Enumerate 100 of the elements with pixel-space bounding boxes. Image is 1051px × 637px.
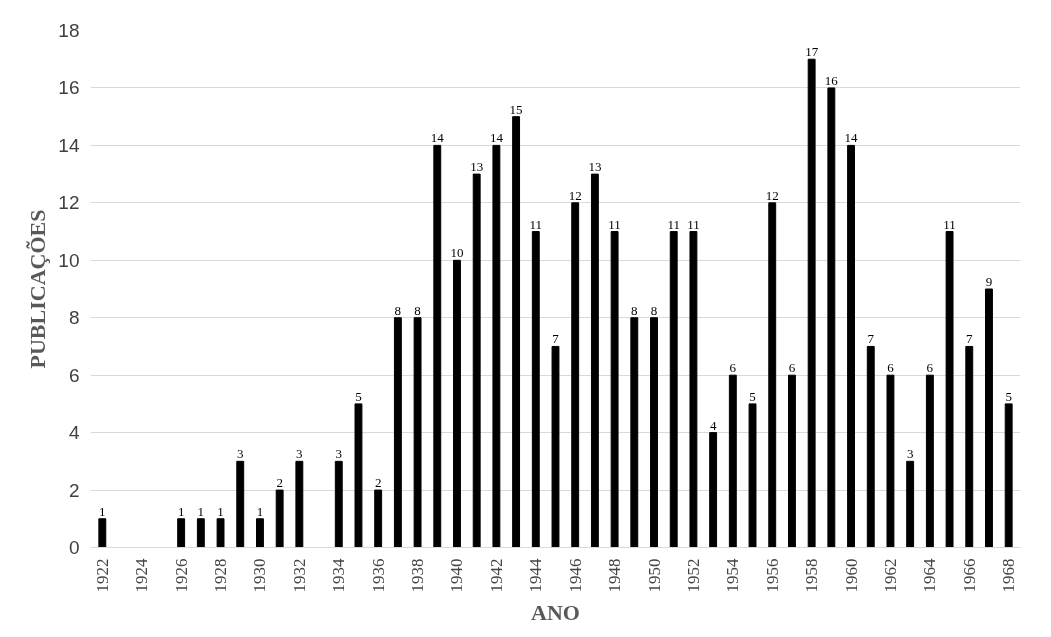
x-tick-label: 1952 bbox=[683, 558, 703, 593]
y-tick-label: 4 bbox=[68, 422, 80, 444]
y-tick-label: 16 bbox=[58, 77, 80, 99]
data-label: 3 bbox=[335, 446, 343, 462]
bar bbox=[925, 374, 934, 548]
bar bbox=[295, 460, 304, 548]
y-tick-label: 12 bbox=[58, 192, 80, 214]
x-tick-label: 1924 bbox=[132, 558, 152, 593]
data-label: 8 bbox=[414, 302, 421, 318]
bar bbox=[748, 403, 757, 548]
data-label: 12 bbox=[765, 187, 779, 203]
x-axis-title: ANO bbox=[531, 600, 580, 626]
bar bbox=[472, 173, 481, 548]
x-tick-label: 1926 bbox=[171, 558, 191, 593]
data-label: 3 bbox=[296, 446, 303, 462]
x-tick-label: 1922 bbox=[92, 558, 112, 593]
data-label: 1 bbox=[256, 503, 264, 519]
y-tick-label: 18 bbox=[58, 20, 80, 41]
data-label: 5 bbox=[1005, 388, 1012, 404]
data-label: 8 bbox=[631, 302, 638, 318]
x-tick-label: 1934 bbox=[329, 558, 349, 593]
x-tick-label: 1938 bbox=[408, 558, 428, 593]
x-tick-label: 1942 bbox=[486, 558, 506, 593]
bar bbox=[650, 317, 658, 548]
x-tick-label: 1930 bbox=[250, 558, 270, 593]
x-tick-label: 1964 bbox=[920, 558, 940, 593]
bar bbox=[433, 144, 442, 548]
data-label: 13 bbox=[588, 159, 602, 175]
bar bbox=[354, 403, 363, 548]
bar bbox=[945, 231, 954, 548]
bar bbox=[787, 374, 796, 548]
data-label: 8 bbox=[394, 302, 402, 318]
data-label: 11 bbox=[608, 216, 621, 232]
data-label: 7 bbox=[966, 331, 974, 347]
y-axis-title: PUBLICAÇÕES bbox=[25, 209, 51, 369]
data-label: 10 bbox=[450, 245, 464, 261]
bar bbox=[768, 202, 777, 548]
bar bbox=[236, 460, 245, 548]
data-label: 4 bbox=[709, 417, 717, 433]
bar bbox=[965, 345, 974, 548]
bar bbox=[689, 231, 698, 548]
data-label: 8 bbox=[650, 302, 658, 318]
bar bbox=[807, 58, 816, 548]
data-label: 14 bbox=[489, 130, 504, 146]
bar bbox=[551, 345, 560, 548]
y-tick-label: 8 bbox=[68, 307, 80, 329]
bar bbox=[866, 345, 875, 548]
x-tick-label: 1954 bbox=[723, 558, 743, 593]
data-label: 1 bbox=[177, 503, 185, 519]
x-tick-label: 1958 bbox=[802, 558, 822, 593]
x-tick-label: 1946 bbox=[565, 558, 585, 593]
data-label: 11 bbox=[943, 216, 956, 232]
x-tick-label: 1968 bbox=[999, 558, 1019, 593]
data-label: 11 bbox=[667, 216, 680, 232]
data-label: 17 bbox=[805, 44, 819, 60]
bar bbox=[906, 460, 915, 548]
bar bbox=[985, 288, 993, 548]
bar bbox=[512, 116, 521, 548]
bar bbox=[413, 317, 422, 548]
bar bbox=[256, 518, 264, 548]
data-label: 6 bbox=[729, 360, 737, 376]
bar bbox=[728, 374, 737, 548]
data-label: 11 bbox=[687, 216, 700, 232]
x-tick-label: 1944 bbox=[526, 558, 546, 593]
data-label: 2 bbox=[276, 475, 283, 491]
bar bbox=[847, 144, 855, 548]
data-label: 6 bbox=[788, 360, 796, 376]
data-label: 5 bbox=[749, 388, 756, 404]
data-label: 11 bbox=[529, 216, 543, 232]
x-tick-label: 1936 bbox=[368, 558, 388, 593]
data-label: 5 bbox=[355, 388, 362, 404]
bar bbox=[216, 518, 225, 548]
data-label: 9 bbox=[985, 274, 993, 289]
data-label: 7 bbox=[552, 331, 560, 347]
data-label: 6 bbox=[887, 360, 895, 376]
data-label: 7 bbox=[867, 331, 875, 347]
bar bbox=[177, 518, 186, 548]
data-label: 13 bbox=[470, 159, 484, 175]
y-tick-label: 14 bbox=[58, 134, 80, 156]
data-label: 14 bbox=[430, 130, 445, 146]
bar bbox=[334, 460, 343, 548]
x-tick-label: 1950 bbox=[644, 558, 664, 593]
data-label: 15 bbox=[509, 101, 523, 117]
bar bbox=[196, 518, 205, 548]
data-label: 1 bbox=[99, 503, 106, 519]
y-tick-label: 6 bbox=[68, 364, 80, 386]
bar bbox=[374, 489, 383, 548]
bar bbox=[630, 317, 639, 548]
bar bbox=[1004, 403, 1013, 548]
bar bbox=[886, 374, 895, 548]
y-tick-label: 2 bbox=[68, 479, 80, 501]
x-tick-label: 1948 bbox=[605, 558, 625, 593]
bar bbox=[610, 231, 619, 548]
bar bbox=[98, 518, 107, 548]
bar bbox=[669, 231, 678, 548]
x-tick-label: 1960 bbox=[841, 558, 861, 593]
bar bbox=[590, 173, 599, 548]
bar bbox=[827, 87, 836, 548]
data-label: 3 bbox=[906, 446, 914, 462]
data-label: 14 bbox=[844, 130, 859, 146]
